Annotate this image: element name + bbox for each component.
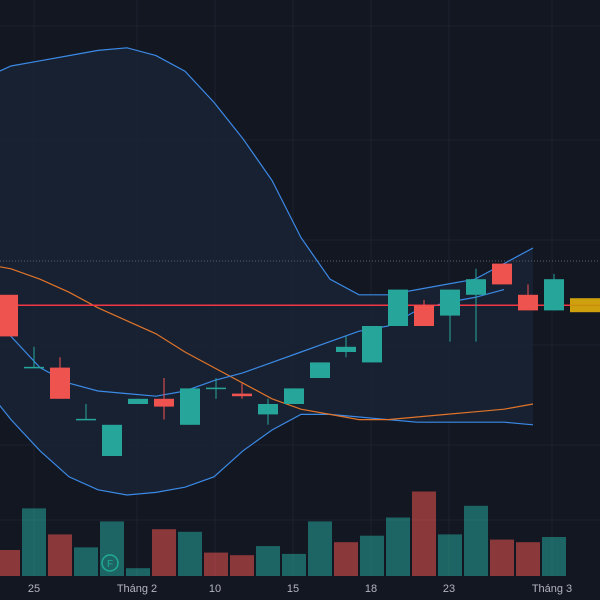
candle[interactable] bbox=[0, 294, 18, 337]
candle-body bbox=[50, 367, 70, 399]
volume-bar bbox=[230, 555, 254, 576]
candles[interactable] bbox=[0, 263, 564, 456]
volume-bar bbox=[256, 546, 280, 576]
candle-body bbox=[258, 404, 278, 415]
candle[interactable] bbox=[258, 398, 278, 425]
x-tick-label-4: 18 bbox=[365, 583, 377, 595]
event-marker-label: F bbox=[107, 559, 113, 570]
lower-band-line bbox=[0, 404, 534, 496]
x-tick-label-5: 23 bbox=[443, 583, 455, 595]
volume-bar bbox=[334, 542, 358, 576]
candle[interactable] bbox=[206, 378, 226, 399]
candle[interactable] bbox=[232, 383, 252, 399]
volume-bar bbox=[48, 534, 72, 576]
candle-body bbox=[492, 263, 512, 285]
candle-body bbox=[414, 305, 434, 326]
candle-body bbox=[24, 366, 44, 369]
x-tick-label-6: Tháng 3 bbox=[532, 583, 572, 595]
volume-bar bbox=[204, 552, 228, 576]
volume-bar bbox=[126, 568, 150, 576]
volume-bar bbox=[100, 521, 124, 576]
bollinger-band-area bbox=[0, 47, 533, 495]
volume-bar bbox=[490, 539, 514, 576]
candle[interactable] bbox=[154, 378, 174, 420]
candle-body bbox=[102, 424, 122, 456]
candle[interactable] bbox=[102, 424, 122, 456]
basis-line bbox=[0, 266, 534, 421]
candle-body bbox=[336, 346, 356, 352]
candle-body bbox=[154, 398, 174, 407]
candle[interactable] bbox=[388, 289, 408, 326]
candle-body bbox=[544, 279, 564, 311]
volume-bar bbox=[438, 534, 462, 576]
volume-bars bbox=[0, 491, 566, 576]
volume-bar bbox=[178, 531, 202, 576]
candle-body bbox=[388, 289, 408, 326]
time-axis: 25 Tháng 2 10 15 18 23 Tháng 3 bbox=[28, 583, 572, 595]
candle[interactable] bbox=[492, 263, 512, 285]
candle[interactable] bbox=[76, 404, 96, 421]
candle-body bbox=[284, 388, 304, 404]
candle[interactable] bbox=[544, 274, 564, 311]
candle-body bbox=[518, 294, 538, 311]
event-marker[interactable]: F bbox=[101, 554, 119, 572]
volume-bar bbox=[152, 529, 176, 576]
volume-bar bbox=[22, 508, 46, 576]
candle[interactable] bbox=[310, 362, 330, 378]
volume-bar bbox=[464, 505, 488, 576]
candle[interactable] bbox=[440, 289, 460, 342]
candle[interactable] bbox=[24, 346, 44, 369]
candle[interactable] bbox=[50, 357, 70, 399]
candle-body bbox=[76, 418, 96, 421]
volume-bar bbox=[282, 553, 306, 576]
candle-body bbox=[232, 393, 252, 397]
volume-bar bbox=[0, 550, 20, 576]
candle[interactable] bbox=[180, 388, 200, 425]
volume-bar bbox=[74, 547, 98, 576]
candle[interactable] bbox=[362, 326, 382, 363]
candle-body bbox=[466, 279, 486, 295]
price-line bbox=[0, 260, 600, 313]
volume-bar bbox=[308, 521, 332, 576]
volume-bar bbox=[360, 535, 384, 576]
candle[interactable] bbox=[128, 398, 148, 404]
x-tick-label-1: Tháng 2 bbox=[117, 583, 157, 595]
candle-body bbox=[206, 387, 226, 390]
candle[interactable] bbox=[518, 284, 538, 311]
candle[interactable] bbox=[414, 300, 434, 326]
volume-bar bbox=[516, 542, 540, 576]
candle-body bbox=[440, 289, 460, 316]
x-tick-label-0: 25 bbox=[28, 583, 40, 595]
band-fill bbox=[0, 47, 533, 495]
upper-band-line bbox=[0, 47, 534, 296]
candle-body bbox=[128, 398, 148, 404]
candle[interactable] bbox=[284, 388, 304, 404]
candle-body bbox=[180, 388, 200, 425]
candle[interactable] bbox=[336, 336, 356, 358]
candle-body bbox=[362, 326, 382, 363]
volume-bar bbox=[412, 491, 436, 576]
volume-bar bbox=[386, 517, 410, 576]
event-marker-circle[interactable] bbox=[101, 554, 119, 572]
x-tick-label-2: 10 bbox=[209, 583, 221, 595]
candle[interactable] bbox=[466, 268, 486, 342]
candle-body bbox=[0, 294, 18, 337]
x-tick-label-3: 15 bbox=[287, 583, 299, 595]
candle-body bbox=[310, 362, 330, 378]
volume-bar bbox=[542, 537, 566, 576]
